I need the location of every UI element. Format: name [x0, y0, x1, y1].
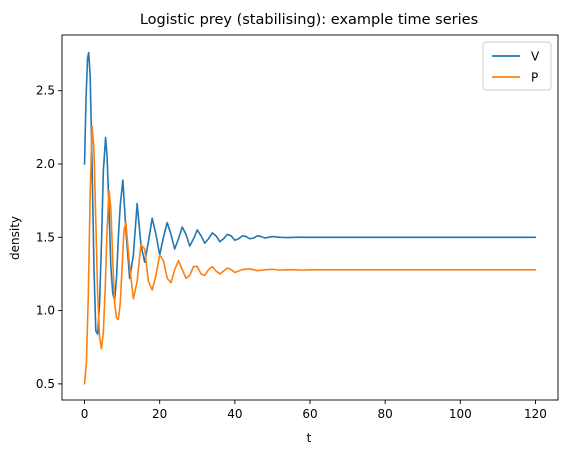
y-tick-label: 2.0 — [36, 157, 55, 171]
legend-label-v: V — [531, 50, 540, 64]
y-tick-label: 1.0 — [36, 304, 55, 318]
plot-frame — [61, 34, 559, 401]
legend: VP — [482, 41, 552, 91]
y-axis-label: density — [8, 216, 22, 260]
y-tick-label: 1.5 — [36, 230, 55, 244]
x-axis-label: t — [307, 431, 312, 445]
y-tick-label: 2.5 — [36, 84, 55, 98]
x-tick-label: 120 — [524, 407, 547, 421]
x-tick-label: 0 — [81, 407, 89, 421]
chart-title: Logistic prey (stabilising): example tim… — [140, 12, 478, 28]
series-line-v — [83, 51, 537, 335]
legend-label-p: P — [531, 71, 538, 85]
x-tick-label: 80 — [378, 407, 393, 421]
x-tick-label: 40 — [227, 407, 242, 421]
x-tick-label: 100 — [449, 407, 472, 421]
y-axis-ticks: 0.5 1.0 1.5 2.0 2.5 — [36, 84, 62, 391]
y-tick-label: 0.5 — [36, 377, 55, 391]
legend-box — [482, 41, 552, 91]
x-tick-label: 20 — [152, 407, 167, 421]
series-line-p — [83, 125, 537, 385]
x-axis-ticks: 0 20 40 60 80 100 120 — [81, 400, 547, 421]
plot-area — [83, 51, 537, 385]
x-tick-label: 60 — [302, 407, 317, 421]
